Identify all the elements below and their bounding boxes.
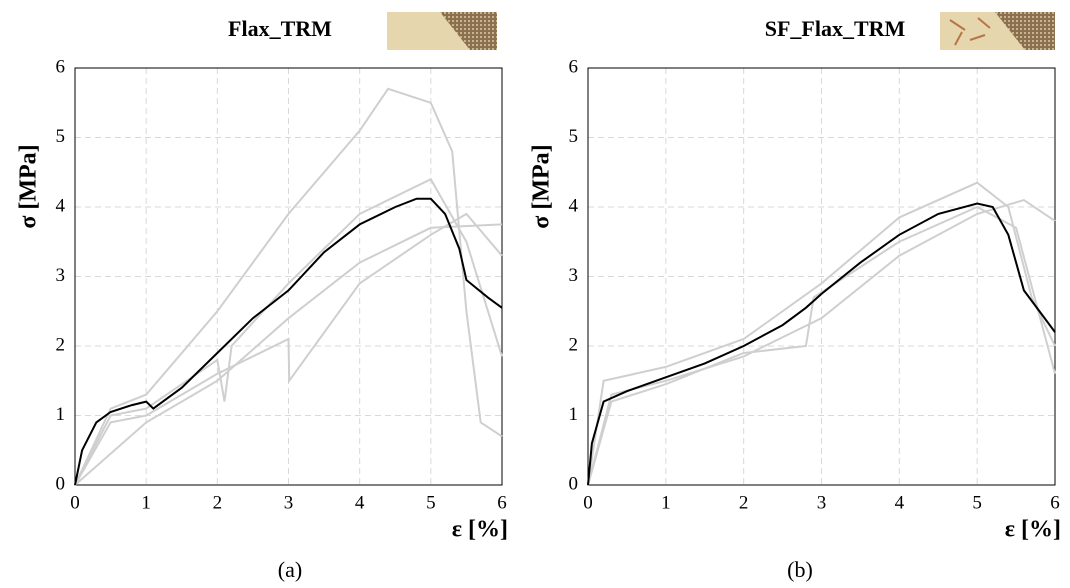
x-tick-label: 6	[497, 492, 507, 513]
y-axis-label: σ [MPa]	[16, 144, 42, 228]
data-line	[587, 202, 1056, 486]
y-tick-label: 5	[569, 126, 579, 147]
x-axis-label: ε [%]	[452, 517, 508, 543]
caption: (a)	[278, 557, 302, 582]
data-line	[74, 177, 503, 486]
textile-photo	[940, 12, 1055, 50]
textile-photo	[387, 12, 497, 50]
x-tick-label: 2	[213, 492, 223, 513]
y-tick-label: 5	[56, 126, 66, 147]
x-tick-label: 1	[141, 492, 151, 513]
y-tick-label: 3	[569, 265, 579, 286]
chart-title: SF_Flax_TRM	[765, 16, 906, 41]
chart-title: Flax_TRM	[228, 16, 332, 41]
y-tick-label: 2	[569, 334, 579, 355]
y-tick-label: 0	[569, 473, 579, 494]
y-tick-label: 1	[569, 404, 579, 425]
data-line	[587, 205, 1056, 486]
data-line	[74, 197, 503, 486]
y-tick-label: 6	[569, 56, 579, 77]
x-tick-label: 5	[972, 492, 982, 513]
x-tick-label: 2	[739, 492, 749, 513]
x-axis-label: ε [%]	[1005, 517, 1061, 543]
data-line	[587, 181, 1056, 486]
x-tick-label: 5	[426, 492, 436, 513]
x-tick-label: 4	[355, 492, 365, 513]
x-tick-label: 3	[817, 492, 827, 513]
plot-frame	[74, 67, 503, 486]
y-tick-label: 3	[56, 265, 66, 286]
data-line	[74, 87, 503, 486]
data-line	[74, 223, 503, 486]
y-tick-label: 4	[56, 195, 66, 216]
y-tick-label: 0	[56, 473, 66, 494]
caption: (b)	[787, 557, 813, 582]
x-tick-label: 4	[895, 492, 905, 513]
y-tick-label: 6	[56, 56, 66, 77]
x-tick-label: 3	[284, 492, 294, 513]
x-tick-label: 1	[661, 492, 671, 513]
x-tick-label: 0	[583, 492, 593, 513]
y-tick-label: 2	[56, 334, 66, 355]
data-line	[74, 212, 503, 486]
y-tick-label: 4	[569, 195, 579, 216]
plot-frame	[587, 67, 1056, 486]
x-tick-label: 0	[70, 492, 80, 513]
y-tick-label: 1	[56, 404, 66, 425]
y-axis-label: σ [MPa]	[529, 144, 555, 228]
x-tick-label: 6	[1050, 492, 1060, 513]
